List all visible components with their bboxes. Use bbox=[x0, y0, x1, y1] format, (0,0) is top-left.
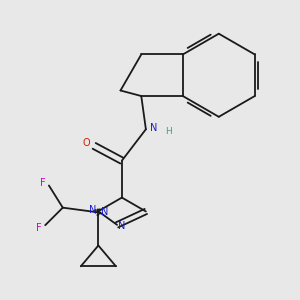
Text: N: N bbox=[89, 205, 97, 215]
Text: N: N bbox=[150, 123, 157, 133]
Text: N: N bbox=[118, 221, 125, 231]
Text: N: N bbox=[100, 207, 108, 217]
Text: H: H bbox=[166, 127, 172, 136]
Text: F: F bbox=[40, 178, 45, 188]
Text: F: F bbox=[36, 223, 42, 233]
Text: O: O bbox=[82, 138, 90, 148]
